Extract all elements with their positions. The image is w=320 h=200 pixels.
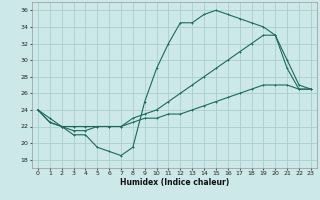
X-axis label: Humidex (Indice chaleur): Humidex (Indice chaleur) (120, 178, 229, 187)
